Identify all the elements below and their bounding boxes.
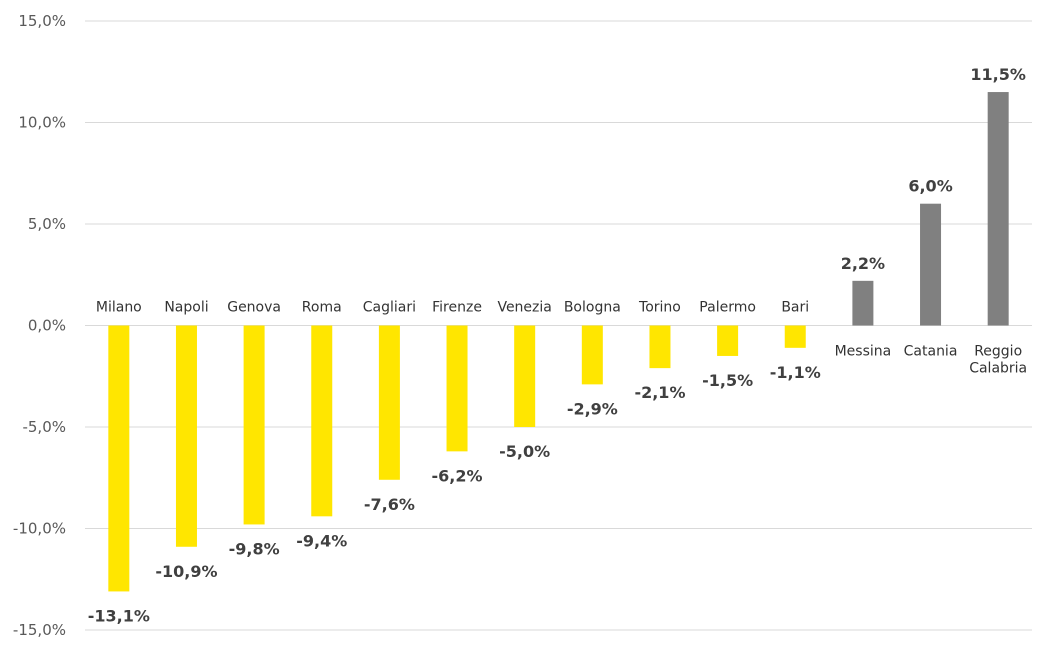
category-label: Milano: [96, 300, 142, 316]
y-tick-label: -5,0%: [22, 418, 66, 436]
bar: [243, 325, 265, 525]
bars: [108, 92, 1009, 592]
gridlines: [85, 20, 1032, 631]
bar: [175, 325, 197, 547]
data-label: -1,1%: [770, 363, 821, 382]
y-tick-label: 0,0%: [28, 317, 66, 335]
data-label: -9,4%: [296, 531, 347, 550]
bar: [514, 325, 536, 427]
bar: [311, 325, 333, 517]
bar: [446, 325, 468, 452]
y-axis-tick-labels: 15,0% 10,0% 5,0% 0,0% -5,0% -10,0% -15,0%: [13, 12, 66, 639]
data-label: 2,2%: [841, 254, 885, 273]
category-label: Bari: [781, 300, 809, 316]
data-label: -2,9%: [567, 399, 618, 418]
bar: [852, 280, 874, 326]
data-label: -1,5%: [702, 371, 753, 390]
data-label: -13,1%: [88, 606, 150, 625]
y-tick-label: 15,0%: [18, 12, 66, 30]
category-labels: Milano Napoli Genova Roma Cagliari Firenze Ven…: [96, 300, 1027, 377]
data-label: 6,0%: [908, 177, 952, 196]
y-tick-label: -10,0%: [13, 520, 66, 538]
data-label: -7,6%: [364, 495, 415, 514]
bar: [987, 92, 1009, 326]
category-label: Reggio Calabria: [969, 344, 1027, 377]
category-label: Cagliari: [363, 300, 416, 316]
y-tick-label: 5,0%: [28, 215, 66, 233]
bar: [378, 325, 400, 480]
data-label: -9,8%: [229, 539, 280, 558]
bar: [920, 203, 942, 326]
category-label: Venezia: [497, 300, 551, 316]
data-label: -10,9%: [155, 562, 217, 581]
data-label: -6,2%: [432, 466, 483, 485]
bar: [717, 325, 739, 356]
bar: [784, 325, 806, 348]
category-label: Catania: [904, 344, 958, 360]
data-label: -2,1%: [634, 383, 685, 402]
bar: [108, 325, 130, 592]
data-labels: -13,1% -10,9% -9,8% -9,4% -7,6% -6,2% -5,0% -2,…: [88, 65, 1026, 625]
y-tick-label: -15,0%: [13, 621, 66, 639]
category-label: Messina: [835, 344, 892, 360]
category-label: Bologna: [564, 300, 621, 316]
category-label: Firenze: [432, 300, 482, 316]
bar: [581, 325, 603, 385]
category-label: Torino: [638, 300, 681, 316]
category-label: Roma: [302, 300, 342, 316]
category-label: Genova: [227, 300, 281, 316]
category-label: Palermo: [699, 300, 756, 316]
data-label: 11,5%: [970, 65, 1026, 84]
data-label: -5,0%: [499, 442, 550, 461]
y-tick-label: 10,0%: [18, 114, 66, 132]
bar: [649, 325, 671, 369]
category-label: Napoli: [164, 300, 208, 316]
